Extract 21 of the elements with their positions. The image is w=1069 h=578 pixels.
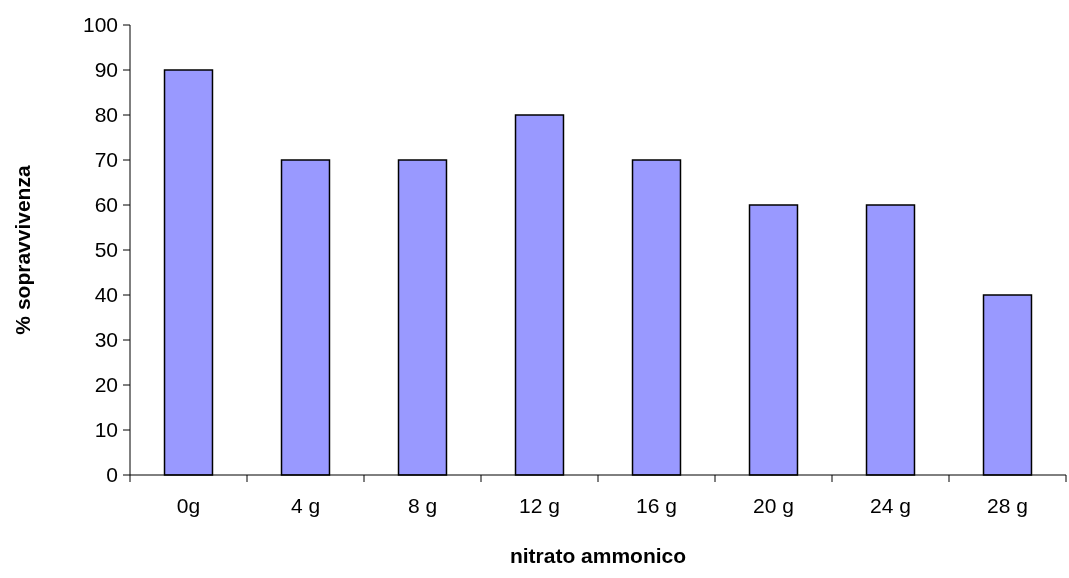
y-tick-label: 40 [94,283,118,307]
y-tick-label: 70 [94,148,118,172]
x-tick-label: 24 g [870,494,911,517]
y-tick-label: 90 [94,58,118,82]
x-tick-label: 16 g [636,494,677,517]
y-tick-label: 30 [94,328,118,352]
y-axis-title: % sopravvivenza [11,165,34,335]
x-tick-label: 12 g [519,494,560,517]
y-tick-label: 0 [106,463,118,487]
x-tick-label: 20 g [753,494,794,517]
x-tick-label: 28 g [987,494,1028,517]
y-tick-label: 10 [94,418,118,442]
y-tick-label: 80 [94,103,118,127]
x-axis-title: nitrato ammonico [509,544,687,567]
y-tick-label: 50 [94,238,118,262]
y-tick-label: 60 [94,193,118,217]
x-tick-label: 4 g [290,494,321,517]
x-tick-label: 0g [176,494,201,517]
x-tick-label: 8 g [407,494,438,517]
y-tick-label: 20 [94,373,118,397]
y-tick-label: 100 [82,13,118,37]
